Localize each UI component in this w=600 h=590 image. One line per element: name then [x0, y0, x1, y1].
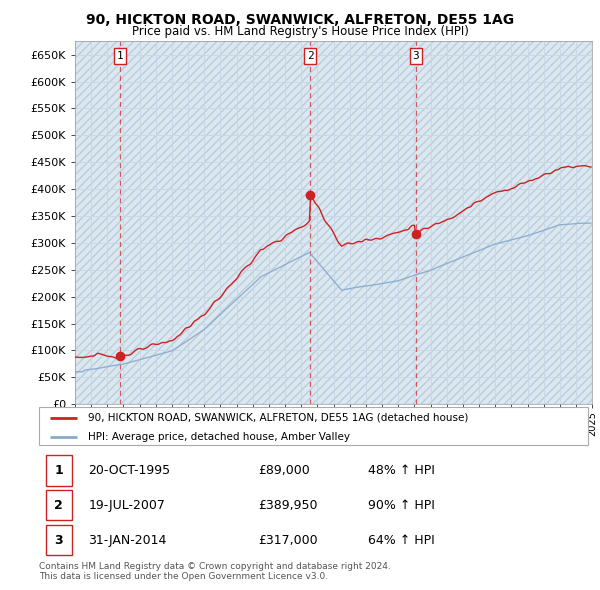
- Text: 19-JUL-2007: 19-JUL-2007: [88, 499, 165, 512]
- Bar: [46, 455, 72, 486]
- Text: £317,000: £317,000: [259, 533, 318, 546]
- Text: 31-JAN-2014: 31-JAN-2014: [88, 533, 167, 546]
- Text: 20-OCT-1995: 20-OCT-1995: [88, 464, 170, 477]
- Text: Contains HM Land Registry data © Crown copyright and database right 2024.
This d: Contains HM Land Registry data © Crown c…: [39, 562, 391, 581]
- Text: 90% ↑ HPI: 90% ↑ HPI: [368, 499, 435, 512]
- Text: 2: 2: [307, 51, 313, 61]
- Text: 1: 1: [117, 51, 124, 61]
- Text: 64% ↑ HPI: 64% ↑ HPI: [368, 533, 435, 546]
- Text: £89,000: £89,000: [259, 464, 310, 477]
- Bar: [46, 490, 72, 520]
- Text: 90, HICKTON ROAD, SWANWICK, ALFRETON, DE55 1AG: 90, HICKTON ROAD, SWANWICK, ALFRETON, DE…: [86, 13, 514, 27]
- Text: 48% ↑ HPI: 48% ↑ HPI: [368, 464, 435, 477]
- Bar: [46, 525, 72, 555]
- Text: Price paid vs. HM Land Registry's House Price Index (HPI): Price paid vs. HM Land Registry's House …: [131, 25, 469, 38]
- Text: £389,950: £389,950: [259, 499, 318, 512]
- Text: HPI: Average price, detached house, Amber Valley: HPI: Average price, detached house, Ambe…: [88, 432, 350, 442]
- Text: 90, HICKTON ROAD, SWANWICK, ALFRETON, DE55 1AG (detached house): 90, HICKTON ROAD, SWANWICK, ALFRETON, DE…: [88, 413, 469, 423]
- Text: 2: 2: [55, 499, 63, 512]
- Text: 3: 3: [412, 51, 419, 61]
- Text: 3: 3: [55, 533, 63, 546]
- Text: 1: 1: [55, 464, 63, 477]
